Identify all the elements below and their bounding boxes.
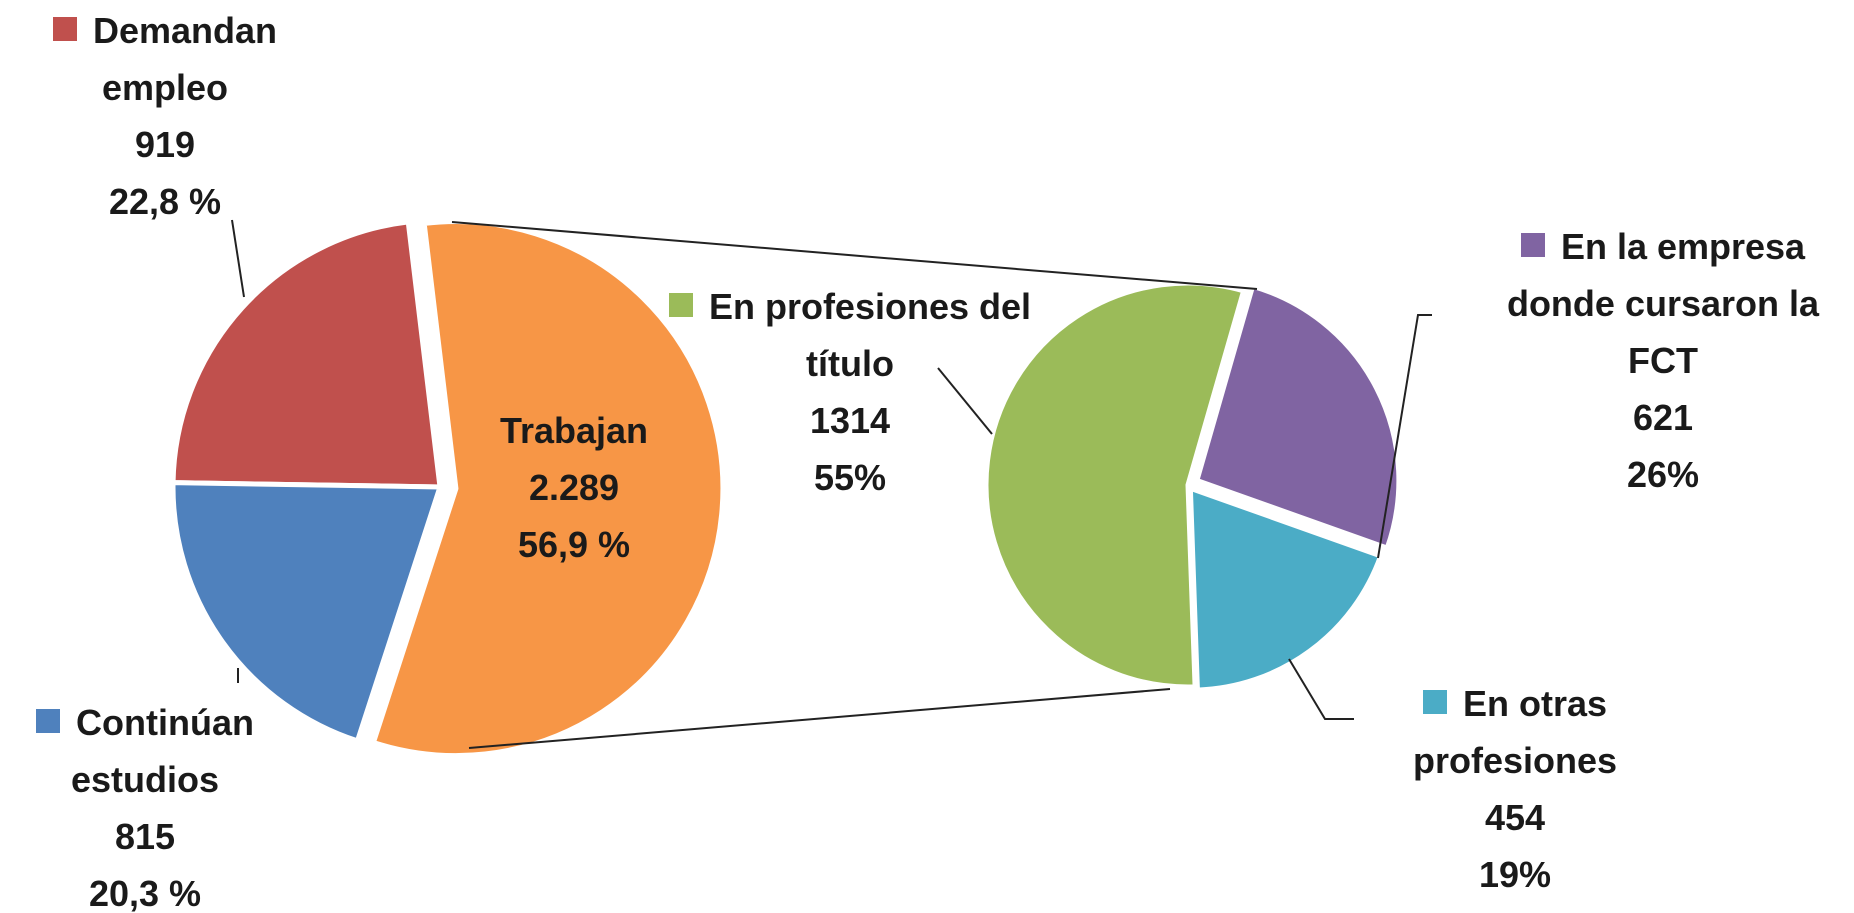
legend-swatch: [668, 293, 693, 317]
data-label: En otras profesiones 454 19%: [1365, 675, 1665, 903]
connector-line: [468, 688, 1171, 749]
pie-slice: [1194, 283, 1402, 551]
percent-label: 19%: [1478, 854, 1552, 895]
category-text: Continúan estudios: [70, 702, 254, 800]
leader-line: [231, 219, 245, 298]
data-label: En la empresa donde cursaron la FCT 621 26…: [1473, 218, 1853, 503]
data-label: Demandan empleo 919 22,8 %: [20, 2, 310, 230]
value-label: 1314: [809, 400, 891, 441]
category-text: En otras profesiones: [1412, 683, 1618, 781]
value-label: 621: [1632, 397, 1694, 438]
percent-label: 55%: [813, 457, 887, 498]
legend-swatch: [1520, 233, 1545, 257]
pie-slice: [170, 219, 443, 490]
category-text: Trabajan: [499, 410, 649, 451]
percent-label: 22,8 %: [108, 181, 222, 222]
legend-swatch: [52, 17, 77, 41]
category-label: Continúan estudios: [0, 694, 290, 808]
pie-slice: [370, 219, 726, 759]
data-label: Continúan estudios 815 20,3 %: [0, 694, 290, 913]
value-label: 2.289: [528, 467, 620, 508]
percent-label: 56,9 %: [517, 524, 631, 565]
percent-label: 26%: [1626, 454, 1700, 495]
connector-line: [451, 221, 1258, 290]
leader-line: [1377, 314, 1432, 559]
percent-label: 20,3 %: [88, 873, 202, 913]
value-label: 454: [1484, 797, 1546, 838]
legend-swatch: [1422, 690, 1447, 714]
leader-line: [1288, 658, 1354, 720]
category-label: En la empresa donde cursaron la FCT: [1473, 218, 1853, 389]
category-label: Trabajan: [444, 402, 704, 459]
data-label: En profesiones del título 1314 55%: [640, 278, 1060, 506]
value-label: 815: [114, 816, 176, 857]
leader-line: [937, 367, 993, 435]
category-label: Demandan empleo: [20, 2, 310, 116]
value-label: 919: [134, 124, 196, 165]
category-label: En otras profesiones: [1365, 675, 1665, 789]
data-label: Trabajan 2.289 56,9 %: [444, 402, 704, 573]
category-text: Demandan empleo: [92, 10, 278, 108]
pie-slice: [1187, 485, 1384, 693]
category-text: En la empresa donde cursaron la FCT: [1506, 226, 1820, 381]
category-label: En profesiones del título: [640, 278, 1060, 392]
pie-slice: [170, 480, 443, 744]
pie-slice: [983, 280, 1247, 690]
legend-swatch: [36, 709, 61, 733]
category-text: En profesiones del título: [708, 286, 1032, 384]
